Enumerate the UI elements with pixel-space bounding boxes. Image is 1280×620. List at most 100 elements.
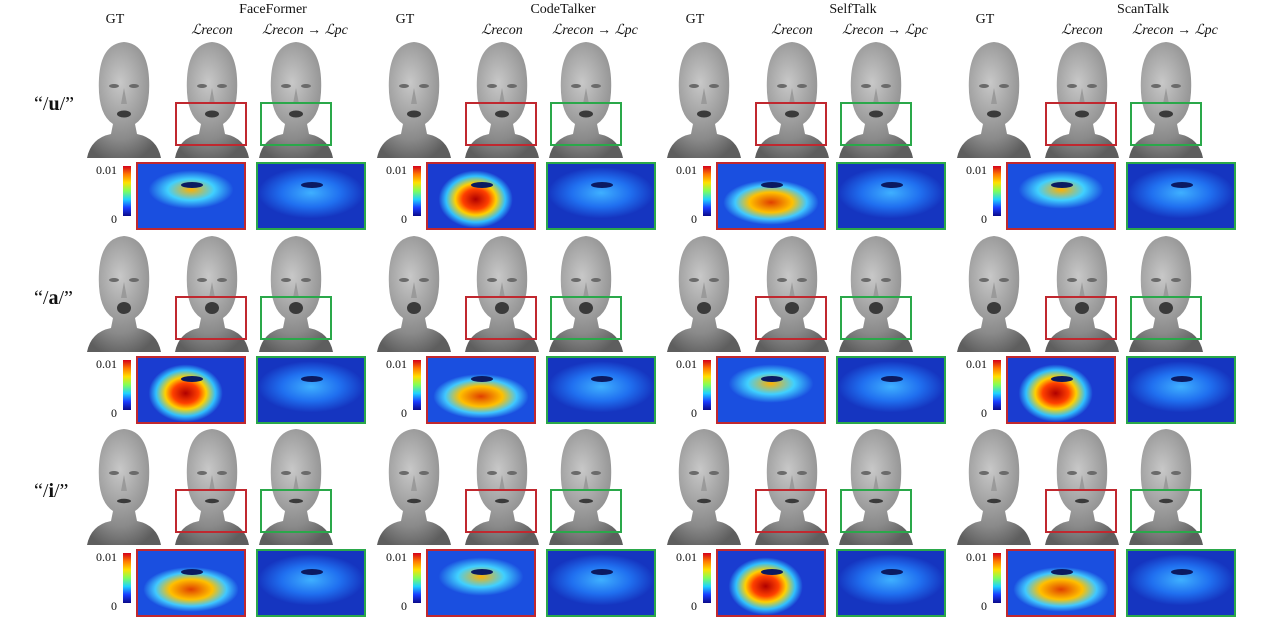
- mouth-mark: [1051, 182, 1073, 188]
- mouth-mark: [471, 182, 493, 188]
- colorbar: [413, 360, 421, 410]
- column-label-gt: GT: [90, 12, 140, 28]
- recon-pc-highlight-box: [260, 489, 332, 533]
- method-title: CodeTalker: [463, 2, 663, 18]
- colorbar-min-label: 0: [377, 406, 407, 421]
- recon-highlight-box: [465, 102, 537, 146]
- recon-pc-error-heatmap: [256, 549, 366, 617]
- mouth-mark: [471, 376, 493, 382]
- colorbar: [123, 360, 131, 410]
- gt-head-mesh: [665, 38, 743, 158]
- gt-head-mesh: [665, 232, 743, 352]
- mouth-mark: [591, 376, 613, 382]
- recon-pc-highlight-box: [550, 489, 622, 533]
- recon-highlight-box: [175, 296, 247, 340]
- recon-error-heatmap: [1006, 162, 1116, 230]
- colorbar-min-label: 0: [957, 599, 987, 614]
- colorbar-min-label: 0: [87, 599, 117, 614]
- gt-head-mesh: [85, 38, 163, 158]
- method-title: ScanTalk: [1043, 2, 1243, 18]
- column-label-recon-pc: ℒrecon → ℒpc: [1125, 22, 1225, 39]
- recon-pc-error-heatmap: [1126, 162, 1236, 230]
- recon-error-heatmap: [426, 162, 536, 230]
- colorbar: [413, 166, 421, 216]
- recon-error-heatmap: [136, 162, 246, 230]
- recon-highlight-box: [1045, 296, 1117, 340]
- colorbar: [413, 553, 421, 603]
- phoneme-label: “/a/”: [34, 287, 73, 310]
- column-label-recon: ℒrecon: [1047, 22, 1117, 39]
- mouth-mark: [1051, 569, 1073, 575]
- column-label-recon: ℒrecon: [757, 22, 827, 39]
- recon-error-heatmap: [426, 356, 536, 424]
- recon-highlight-box: [755, 102, 827, 146]
- colorbar-min-label: 0: [667, 406, 697, 421]
- phoneme-letter: u: [48, 93, 59, 115]
- colorbar-min-label: 0: [87, 212, 117, 227]
- column-label-gt: GT: [380, 12, 430, 28]
- mouth-mark: [761, 376, 783, 382]
- recon-error-heatmap: [1006, 356, 1116, 424]
- column-label-recon-pc: ℒrecon → ℒpc: [835, 22, 935, 39]
- mouth-mark: [1171, 569, 1193, 575]
- recon-error-heatmap: [1006, 549, 1116, 617]
- recon-highlight-box: [755, 489, 827, 533]
- column-label-recon: ℒrecon: [177, 22, 247, 39]
- mouth-mark: [1171, 182, 1193, 188]
- gt-head-mesh: [375, 38, 453, 158]
- colorbar-max-label: 0.01: [667, 163, 697, 178]
- colorbar: [993, 166, 1001, 216]
- column-label-recon-pc: ℒrecon → ℒpc: [545, 22, 645, 39]
- gt-head-mesh: [375, 425, 453, 545]
- recon-error-heatmap: [716, 162, 826, 230]
- column-label-recon: ℒrecon: [467, 22, 537, 39]
- method-title: SelfTalk: [753, 2, 953, 18]
- recon-pc-highlight-box: [840, 296, 912, 340]
- mouth-mark: [181, 376, 203, 382]
- recon-pc-highlight-box: [1130, 489, 1202, 533]
- recon-pc-error-heatmap: [256, 356, 366, 424]
- recon-error-heatmap: [716, 356, 826, 424]
- phoneme-letter: i: [48, 480, 54, 502]
- colorbar-max-label: 0.01: [957, 163, 987, 178]
- recon-pc-error-heatmap: [1126, 356, 1236, 424]
- colorbar-max-label: 0.01: [87, 550, 117, 565]
- colorbar-min-label: 0: [667, 212, 697, 227]
- recon-pc-highlight-box: [550, 102, 622, 146]
- mouth-mark: [881, 569, 903, 575]
- colorbar-max-label: 0.01: [667, 550, 697, 565]
- column-label-recon-pc: ℒrecon → ℒpc: [255, 22, 355, 39]
- recon-pc-error-heatmap: [836, 549, 946, 617]
- gt-head-mesh: [665, 425, 743, 545]
- colorbar: [993, 553, 1001, 603]
- recon-pc-highlight-box: [260, 102, 332, 146]
- colorbar: [993, 360, 1001, 410]
- recon-error-heatmap: [716, 549, 826, 617]
- recon-pc-highlight-box: [840, 489, 912, 533]
- mouth-mark: [181, 569, 203, 575]
- recon-pc-error-heatmap: [546, 549, 656, 617]
- mouth-mark: [591, 182, 613, 188]
- recon-error-heatmap: [136, 549, 246, 617]
- colorbar-min-label: 0: [377, 599, 407, 614]
- colorbar: [703, 166, 711, 216]
- colorbar-max-label: 0.01: [377, 550, 407, 565]
- colorbar: [123, 553, 131, 603]
- colorbar-max-label: 0.01: [377, 163, 407, 178]
- mouth-mark: [881, 376, 903, 382]
- colorbar-max-label: 0.01: [667, 357, 697, 372]
- mouth-mark: [301, 569, 323, 575]
- mouth-mark: [1051, 376, 1073, 382]
- mouth-mark: [181, 182, 203, 188]
- mouth-mark: [761, 569, 783, 575]
- phoneme-label: “/u/”: [34, 93, 74, 116]
- phoneme-letter: a: [48, 287, 58, 309]
- recon-highlight-box: [465, 296, 537, 340]
- recon-error-heatmap: [426, 549, 536, 617]
- recon-pc-error-heatmap: [546, 162, 656, 230]
- recon-pc-error-heatmap: [836, 162, 946, 230]
- colorbar-min-label: 0: [87, 406, 117, 421]
- method-title: FaceFormer: [173, 2, 373, 18]
- colorbar-min-label: 0: [957, 406, 987, 421]
- recon-highlight-box: [1045, 489, 1117, 533]
